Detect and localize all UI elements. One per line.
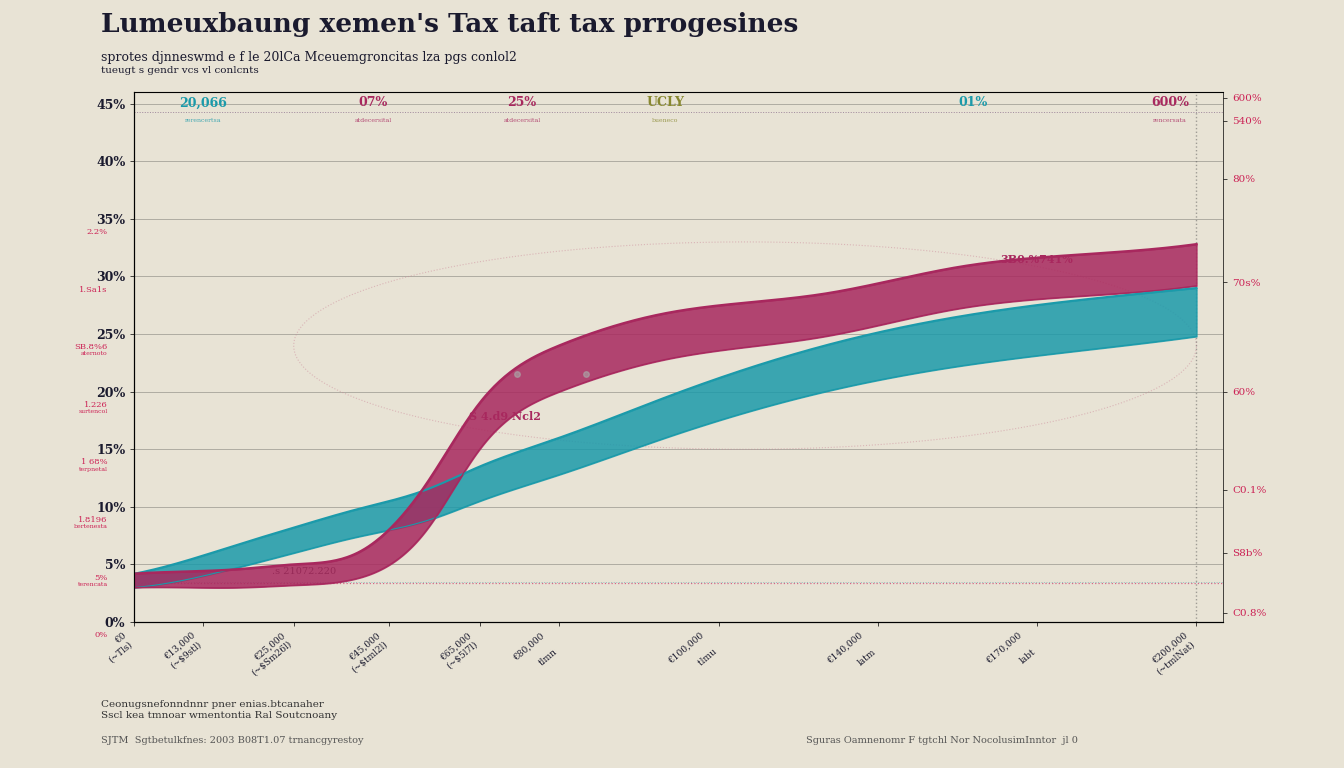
Text: 1 68%: 1 68% [81, 458, 108, 466]
Text: 0%: 0% [94, 631, 108, 639]
Text: SB.8%6: SB.8%6 [75, 343, 108, 351]
Text: 20,066: 20,066 [180, 97, 227, 110]
Text: 1.226: 1.226 [85, 401, 108, 409]
Text: 5%: 5% [94, 574, 108, 581]
Text: sprotes djnneswmd e f le 20lCa Mceuemgroncitas lza pgs conlol2: sprotes djnneswmd e f le 20lCa Mceuemgro… [101, 51, 516, 65]
Text: 2.2%: 2.2% [87, 228, 108, 236]
Text: tueugt s gendr vcs vl conlcnts: tueugt s gendr vcs vl conlcnts [101, 66, 258, 75]
Text: rerencertsa: rerencertsa [185, 118, 222, 123]
Text: Sscl kea tmnoar wmentontia Ral Soutcnoany: Sscl kea tmnoar wmentontia Ral Soutcnoan… [101, 711, 337, 720]
Text: atdecersital: atdecersital [504, 118, 540, 123]
Text: Lumeuxbaung xemen's Tax taft tax prrogesines: Lumeuxbaung xemen's Tax taft tax prroges… [101, 12, 798, 38]
Text: terpnetal: terpnetal [79, 466, 108, 472]
Text: 01%: 01% [958, 97, 988, 110]
Text: surtencol: surtencol [78, 409, 108, 414]
Text: SJTM  Sgtbetulkfnes: 2003 B08T1.07 trnancgyrestoy: SJTM Sgtbetulkfnes: 2003 B08T1.07 trnanc… [101, 737, 363, 746]
Text: rencersata: rencersata [1153, 118, 1187, 123]
Text: S 4.d9 Ncl2: S 4.d9 Ncl2 [469, 412, 540, 422]
Text: Ceonugsnefonndnnr pner enias.btcanaher: Ceonugsnefonndnnr pner enias.btcanaher [101, 700, 324, 709]
Text: 600%: 600% [1150, 97, 1189, 110]
Text: aternoto: aternoto [81, 352, 108, 356]
Text: UCLY: UCLY [646, 97, 684, 110]
Text: bertenesta: bertenesta [74, 524, 108, 529]
Text: bueneco: bueneco [652, 118, 679, 123]
Text: 1.8196: 1.8196 [78, 516, 108, 524]
Text: 3B0.%741%: 3B0.%741% [1000, 253, 1073, 265]
Text: Sguras Oamnenomr F tgtchl Nor NocolusimInntor  jl 0: Sguras Oamnenomr F tgtchl Nor NocolusimI… [806, 737, 1078, 746]
Text: atdecersital: atdecersital [355, 118, 392, 123]
Text: 1.Sa1s: 1.Sa1s [79, 286, 108, 293]
Text: .s 21072.220: .s 21072.220 [273, 567, 336, 576]
Text: terencata: terencata [78, 582, 108, 587]
Text: 25%: 25% [508, 97, 536, 110]
Text: 07%: 07% [359, 97, 388, 110]
